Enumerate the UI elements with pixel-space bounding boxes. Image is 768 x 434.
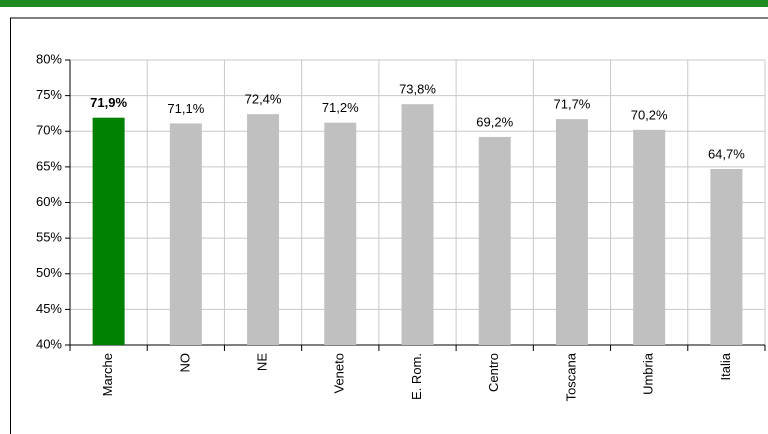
y-tick-label: 70% [36,123,62,138]
value-label: 72,4% [245,92,282,107]
header-band [0,0,768,7]
y-tick-label: 75% [36,87,62,102]
value-label: 73,8% [399,82,436,97]
y-tick-label: 55% [36,230,62,245]
bar [324,122,357,345]
value-label: 71,1% [167,101,204,116]
x-tick-label: Umbria [641,352,656,395]
value-label: 69,2% [476,114,513,129]
value-label: 71,7% [554,97,591,112]
x-tick-label: Marche [100,353,115,396]
x-tick-label: Veneto [332,353,347,394]
value-label: 64,7% [708,146,745,161]
x-tick-label: E. Rom. [409,353,424,400]
x-tick-label: NO [177,353,192,373]
value-label: 71,9% [90,95,127,110]
bar [92,117,125,346]
y-tick-label: 65% [36,158,62,173]
bar [555,119,588,345]
y-tick-label: 50% [36,265,62,280]
bar [169,123,202,345]
x-tick-label: Toscana [563,352,578,401]
y-tick-label: 45% [36,301,62,316]
value-label: 70,2% [631,107,668,122]
bar [633,129,666,345]
y-tick-label: 80% [36,51,62,66]
bar [710,169,743,345]
x-tick-label: Centro [486,353,501,392]
y-tick-label: 40% [36,336,62,351]
x-tick-label: Italia [718,352,733,380]
bar [247,114,280,346]
x-tick-label: NE [254,353,269,371]
bar [478,136,511,345]
value-label: 71,2% [322,100,359,115]
y-tick-label: 60% [36,194,62,209]
bar [401,104,434,345]
